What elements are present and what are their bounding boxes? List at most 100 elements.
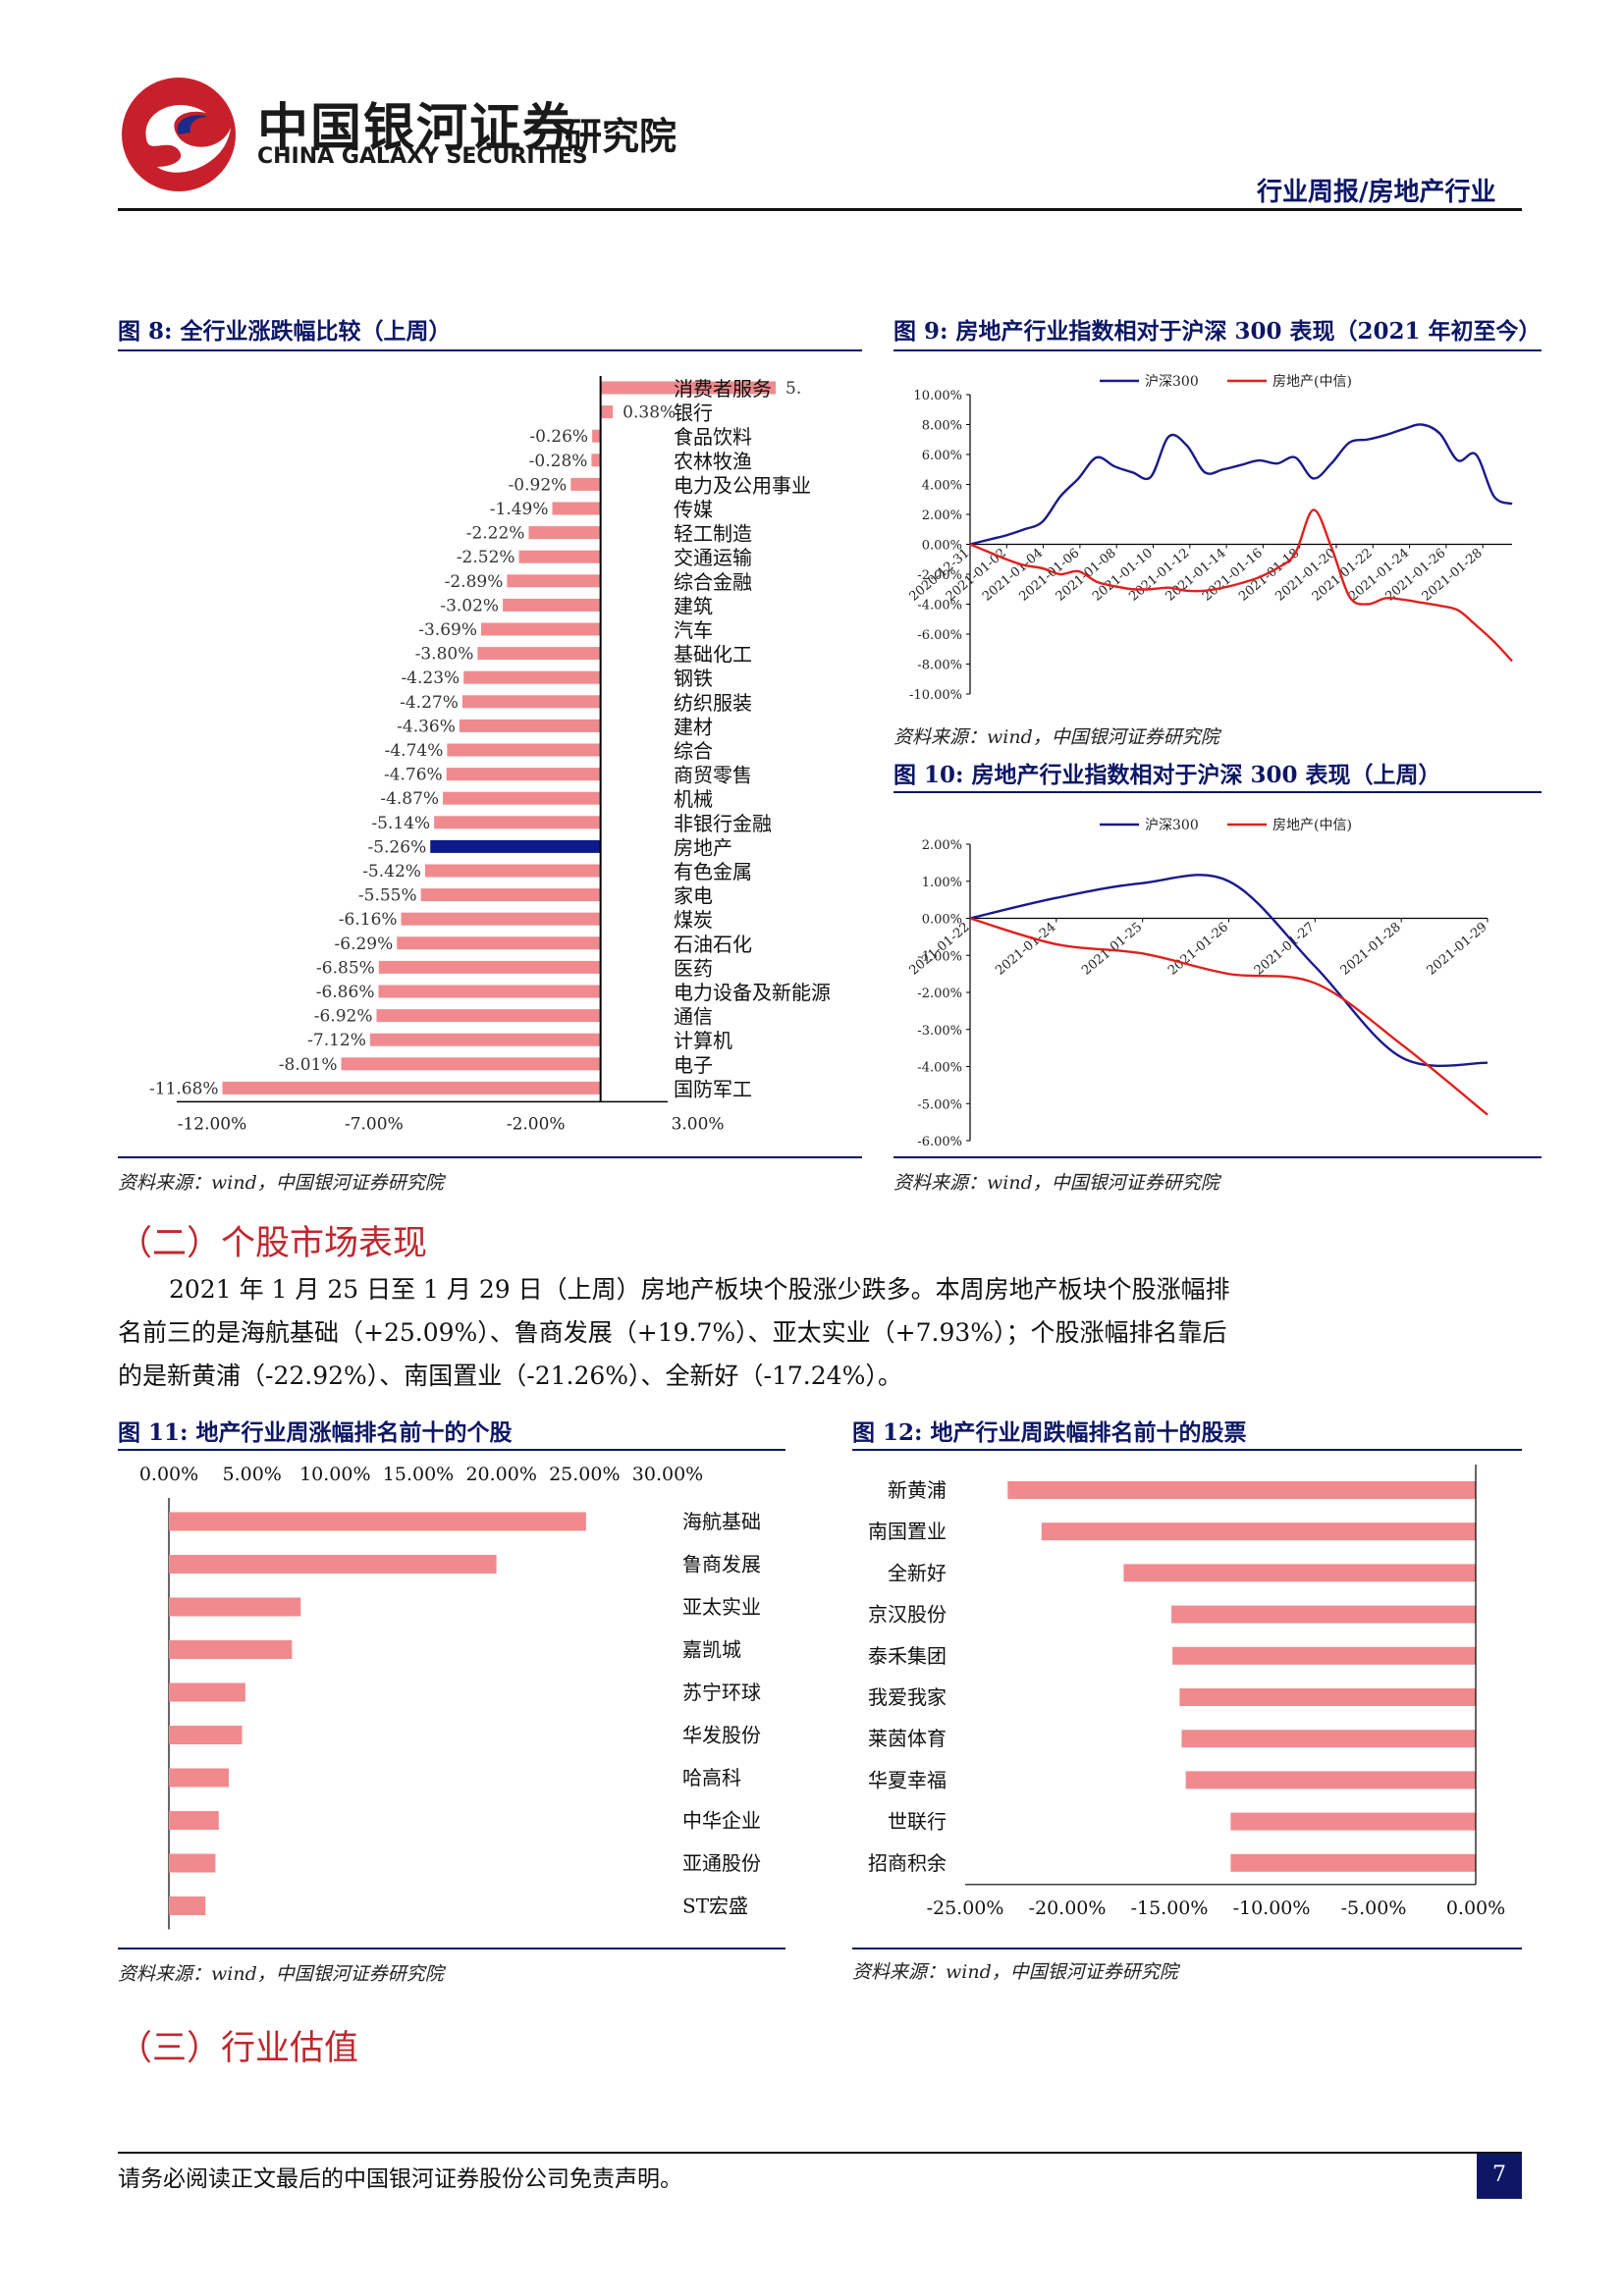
fig11-category-label: 嘉凯城 (682, 1638, 741, 1662)
fig9-svg-y-tick: -2.00% (917, 568, 962, 583)
fig10-svg-y-tick: -1.00% (917, 949, 962, 964)
fig8-bar (477, 647, 601, 661)
fig11-x-tick: 25.00% (549, 1464, 620, 1485)
fig10-svg-y-tick: -4.00% (917, 1061, 962, 1076)
fig8-value-label: -5.42% (362, 862, 421, 881)
fig9-svg-y-tick: -8.00% (917, 659, 962, 673)
fig8-bar (401, 912, 601, 926)
fig9-svg-y-tick: 0.00% (922, 539, 962, 554)
fig8-value-label: -0.26% (529, 427, 588, 447)
fig12-bottom-rule (852, 1948, 1522, 1949)
fig9-svg-legend-label: 房地产(中信) (1272, 374, 1352, 390)
fig12-bar (1185, 1771, 1476, 1789)
fig8-bar (592, 429, 601, 443)
fig8-category-label: 电子 (674, 1053, 713, 1077)
fig8-category-label: 计算机 (674, 1029, 732, 1052)
fig8-bar (397, 936, 601, 950)
fig8-category-label: 家电 (674, 884, 713, 908)
fig8-category-label: 钢铁 (674, 667, 713, 690)
fig11-bar (169, 1768, 229, 1788)
fig11-x-tick: 30.00% (632, 1464, 703, 1485)
fig11-x-tick: 0.00% (139, 1464, 198, 1485)
fig8-value-label: 0.38% (623, 403, 676, 423)
fig10-bottom-rule (893, 1156, 1542, 1158)
fig8-category-label: 机械 (674, 787, 713, 811)
fig10-title: 图 10: 房地产行业指数相对于沪深 300 表现（上周） (893, 762, 1441, 788)
fig12-x-tick: -25.00% (927, 1897, 1004, 1919)
fig9-svg-y-tick: 10.00% (913, 389, 962, 403)
fig8-category-label: 综合金融 (674, 570, 752, 594)
fig8-value-label: 5. (785, 379, 801, 399)
fig8-value-label: -7.12% (307, 1031, 366, 1050)
section2-heading: （二）个股市场表现 (118, 1224, 428, 1263)
fig9-rule (893, 349, 1542, 351)
fig12-bar (1172, 1646, 1476, 1665)
fig9-svg-y-tick: 4.00% (922, 479, 962, 494)
fig9-title: 图 9: 房地产行业指数相对于沪深 300 表现（2021 年初至今） (893, 318, 1542, 345)
fig8-x-tick: -2.00% (507, 1114, 566, 1134)
fig8-bar (591, 454, 601, 467)
fig10-svg-y-tick: -6.00% (917, 1135, 962, 1149)
company-logo (118, 74, 241, 196)
fig8-bar (570, 477, 601, 491)
fig11-bottom-rule (118, 1948, 785, 1949)
fig10-svg-y-tick: -5.00% (917, 1097, 962, 1112)
fig10-svg-series-line (969, 874, 1489, 1068)
fig12-x-tick: 0.00% (1446, 1897, 1505, 1919)
fig11-category-label: ST宏盛 (682, 1895, 748, 1918)
fig8-bar (376, 1009, 601, 1023)
fig11-category-label: 亚通股份 (682, 1851, 761, 1875)
fig11-bar (169, 1682, 245, 1702)
fig8-value-label: -3.69% (418, 620, 477, 640)
fig12-bar (1041, 1522, 1476, 1541)
header-rule (118, 208, 1522, 211)
fig8-value-label: -5.14% (371, 814, 430, 833)
fig8-chart: 5. 消费者服务 0.38%银行 -0.26% 食品饮料 -0.28% 农林牧渔 -0.92%… (149, 376, 831, 1134)
fig11-rule (118, 1449, 785, 1451)
fig9-svg-y-tick: 6.00% (922, 449, 962, 463)
fig8-bar (446, 768, 601, 781)
fig11-x-tick: 5.00% (222, 1464, 281, 1485)
fig8-bar (459, 719, 601, 732)
fig10-svg-x-tick: 2021-01-27 (1252, 920, 1318, 979)
fig8-x-tick: 3.00% (672, 1114, 725, 1134)
fig8-value-label: -3.02% (440, 596, 499, 615)
fig12-category-label: 招商积余 (868, 1851, 947, 1875)
fig8-source: 资料来源：wind，中国银河证券研究院 (118, 1172, 444, 1194)
fig12-bar (1181, 1730, 1476, 1748)
fig8-value-label: -4.76% (384, 766, 443, 785)
fig8-bar (447, 743, 601, 757)
fig11-bar (169, 1896, 206, 1915)
fig11-category-label: 哈高科 (682, 1766, 741, 1789)
fig9-svg-y-tick: 2.00% (922, 508, 962, 523)
fig8-bar (600, 381, 777, 395)
fig8-value-label: -5.55% (358, 886, 417, 906)
fig8-category-label: 房地产 (674, 835, 732, 859)
fig9-svg-legend-label: 沪深300 (1145, 374, 1199, 390)
fig12-category-label: 全新好 (888, 1561, 947, 1584)
fig8-bar (378, 985, 601, 998)
fig8-category-label: 医药 (674, 956, 713, 980)
fig12-bar (1230, 1812, 1476, 1831)
fig11-title: 图 11: 地产行业周涨幅排名前十的个股 (118, 1419, 513, 1446)
fig12-category-label: 我爱我家 (868, 1685, 947, 1709)
fig8-category-label: 建材 (674, 715, 713, 738)
fig8-bar (341, 1057, 601, 1071)
fig12-category-label: 新黄浦 (888, 1478, 947, 1502)
fig8-value-label: -1.49% (490, 500, 549, 519)
fig8-bar (443, 791, 601, 805)
fig12-category-label: 华夏幸福 (868, 1768, 947, 1791)
fig8-bar (552, 502, 601, 515)
fig8-category-label: 基础化工 (674, 643, 752, 667)
fig12-bar (1171, 1605, 1476, 1624)
fig8-x-tick: -7.00% (345, 1114, 404, 1134)
fig12-x-tick: -10.00% (1233, 1897, 1311, 1919)
fig8-value-label: -6.85% (316, 958, 375, 978)
fig8-bar (461, 695, 601, 709)
fig10-svg-legend-label: 沪深300 (1145, 818, 1199, 833)
fig9-svg-series-line (969, 423, 1513, 546)
fig8-category-label: 食品饮料 (674, 425, 752, 449)
fig8-bar (369, 1033, 601, 1046)
fig8-value-label: -4.23% (401, 668, 460, 688)
